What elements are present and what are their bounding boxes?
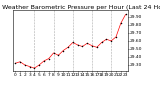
Point bbox=[124, 14, 127, 15]
Point bbox=[86, 43, 88, 44]
Point bbox=[96, 47, 98, 48]
Point bbox=[19, 61, 21, 62]
Point bbox=[115, 36, 117, 38]
Point bbox=[110, 40, 112, 42]
Point bbox=[38, 64, 40, 66]
Point bbox=[52, 52, 55, 54]
Point bbox=[48, 58, 50, 59]
Point bbox=[62, 50, 64, 51]
Point bbox=[76, 44, 79, 46]
Point bbox=[14, 63, 16, 64]
Point bbox=[81, 46, 84, 47]
Point bbox=[33, 67, 36, 69]
Point bbox=[67, 47, 69, 48]
Point bbox=[28, 66, 31, 67]
Point bbox=[91, 45, 93, 46]
Point bbox=[24, 64, 26, 66]
Point bbox=[100, 42, 103, 43]
Title: Milwaukee Weather Barometric Pressure per Hour (Last 24 Hours): Milwaukee Weather Barometric Pressure pe… bbox=[0, 5, 160, 10]
Point bbox=[43, 60, 45, 62]
Point bbox=[57, 55, 60, 56]
Point bbox=[105, 39, 108, 40]
Point bbox=[120, 23, 122, 24]
Point bbox=[72, 42, 74, 43]
